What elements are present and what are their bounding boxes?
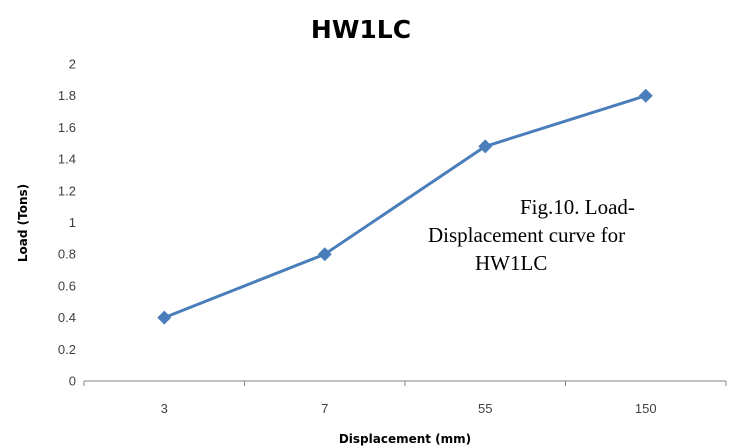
- y-axis-ticks: 0 0.2 0.4 0.6 0.8 1 1.2 1.4 1.6 1.8 2: [58, 57, 76, 389]
- y-tick-label: 1.6: [58, 120, 76, 135]
- y-tick-label: 1.8: [58, 88, 76, 103]
- x-axis-tickmarks: [83, 381, 727, 386]
- data-point-marker: [157, 310, 172, 325]
- data-point-marker: [478, 139, 493, 154]
- y-tick-label: 0.8: [58, 247, 76, 262]
- data-point-marker: [638, 88, 653, 103]
- y-tick-label: 0.2: [58, 342, 76, 357]
- y-tick-label: 0.6: [58, 278, 76, 293]
- y-axis-title: Load (Tons): [16, 184, 30, 262]
- y-tick-label: 0: [69, 374, 76, 389]
- x-tick-label: 55: [478, 401, 492, 416]
- figure-caption: Fig.10. Load- Displacement curve for HW1…: [408, 193, 698, 277]
- caption-line-2: Displacement curve for: [428, 223, 626, 247]
- y-tick-label: 1: [69, 215, 76, 230]
- chart-title: HW1LC: [311, 15, 411, 44]
- y-tick-label: 2: [69, 57, 76, 72]
- y-tick-label: 0.4: [58, 310, 76, 325]
- x-axis-title: Displacement (mm): [339, 432, 471, 446]
- x-axis-ticks: 3 7 55 150: [161, 401, 657, 416]
- series-line: [163, 94, 647, 319]
- x-tick-label: 150: [635, 401, 657, 416]
- caption-line-3: HW1LC: [475, 251, 548, 275]
- y-tick-label: 1.2: [58, 183, 76, 198]
- x-tick-label: 3: [161, 401, 168, 416]
- series-group: [157, 88, 653, 325]
- data-point-marker: [317, 247, 332, 262]
- caption-line-1: Fig.10. Load-: [520, 195, 635, 219]
- y-tick-label: 1.4: [58, 152, 76, 167]
- x-tick-label: 7: [321, 401, 328, 416]
